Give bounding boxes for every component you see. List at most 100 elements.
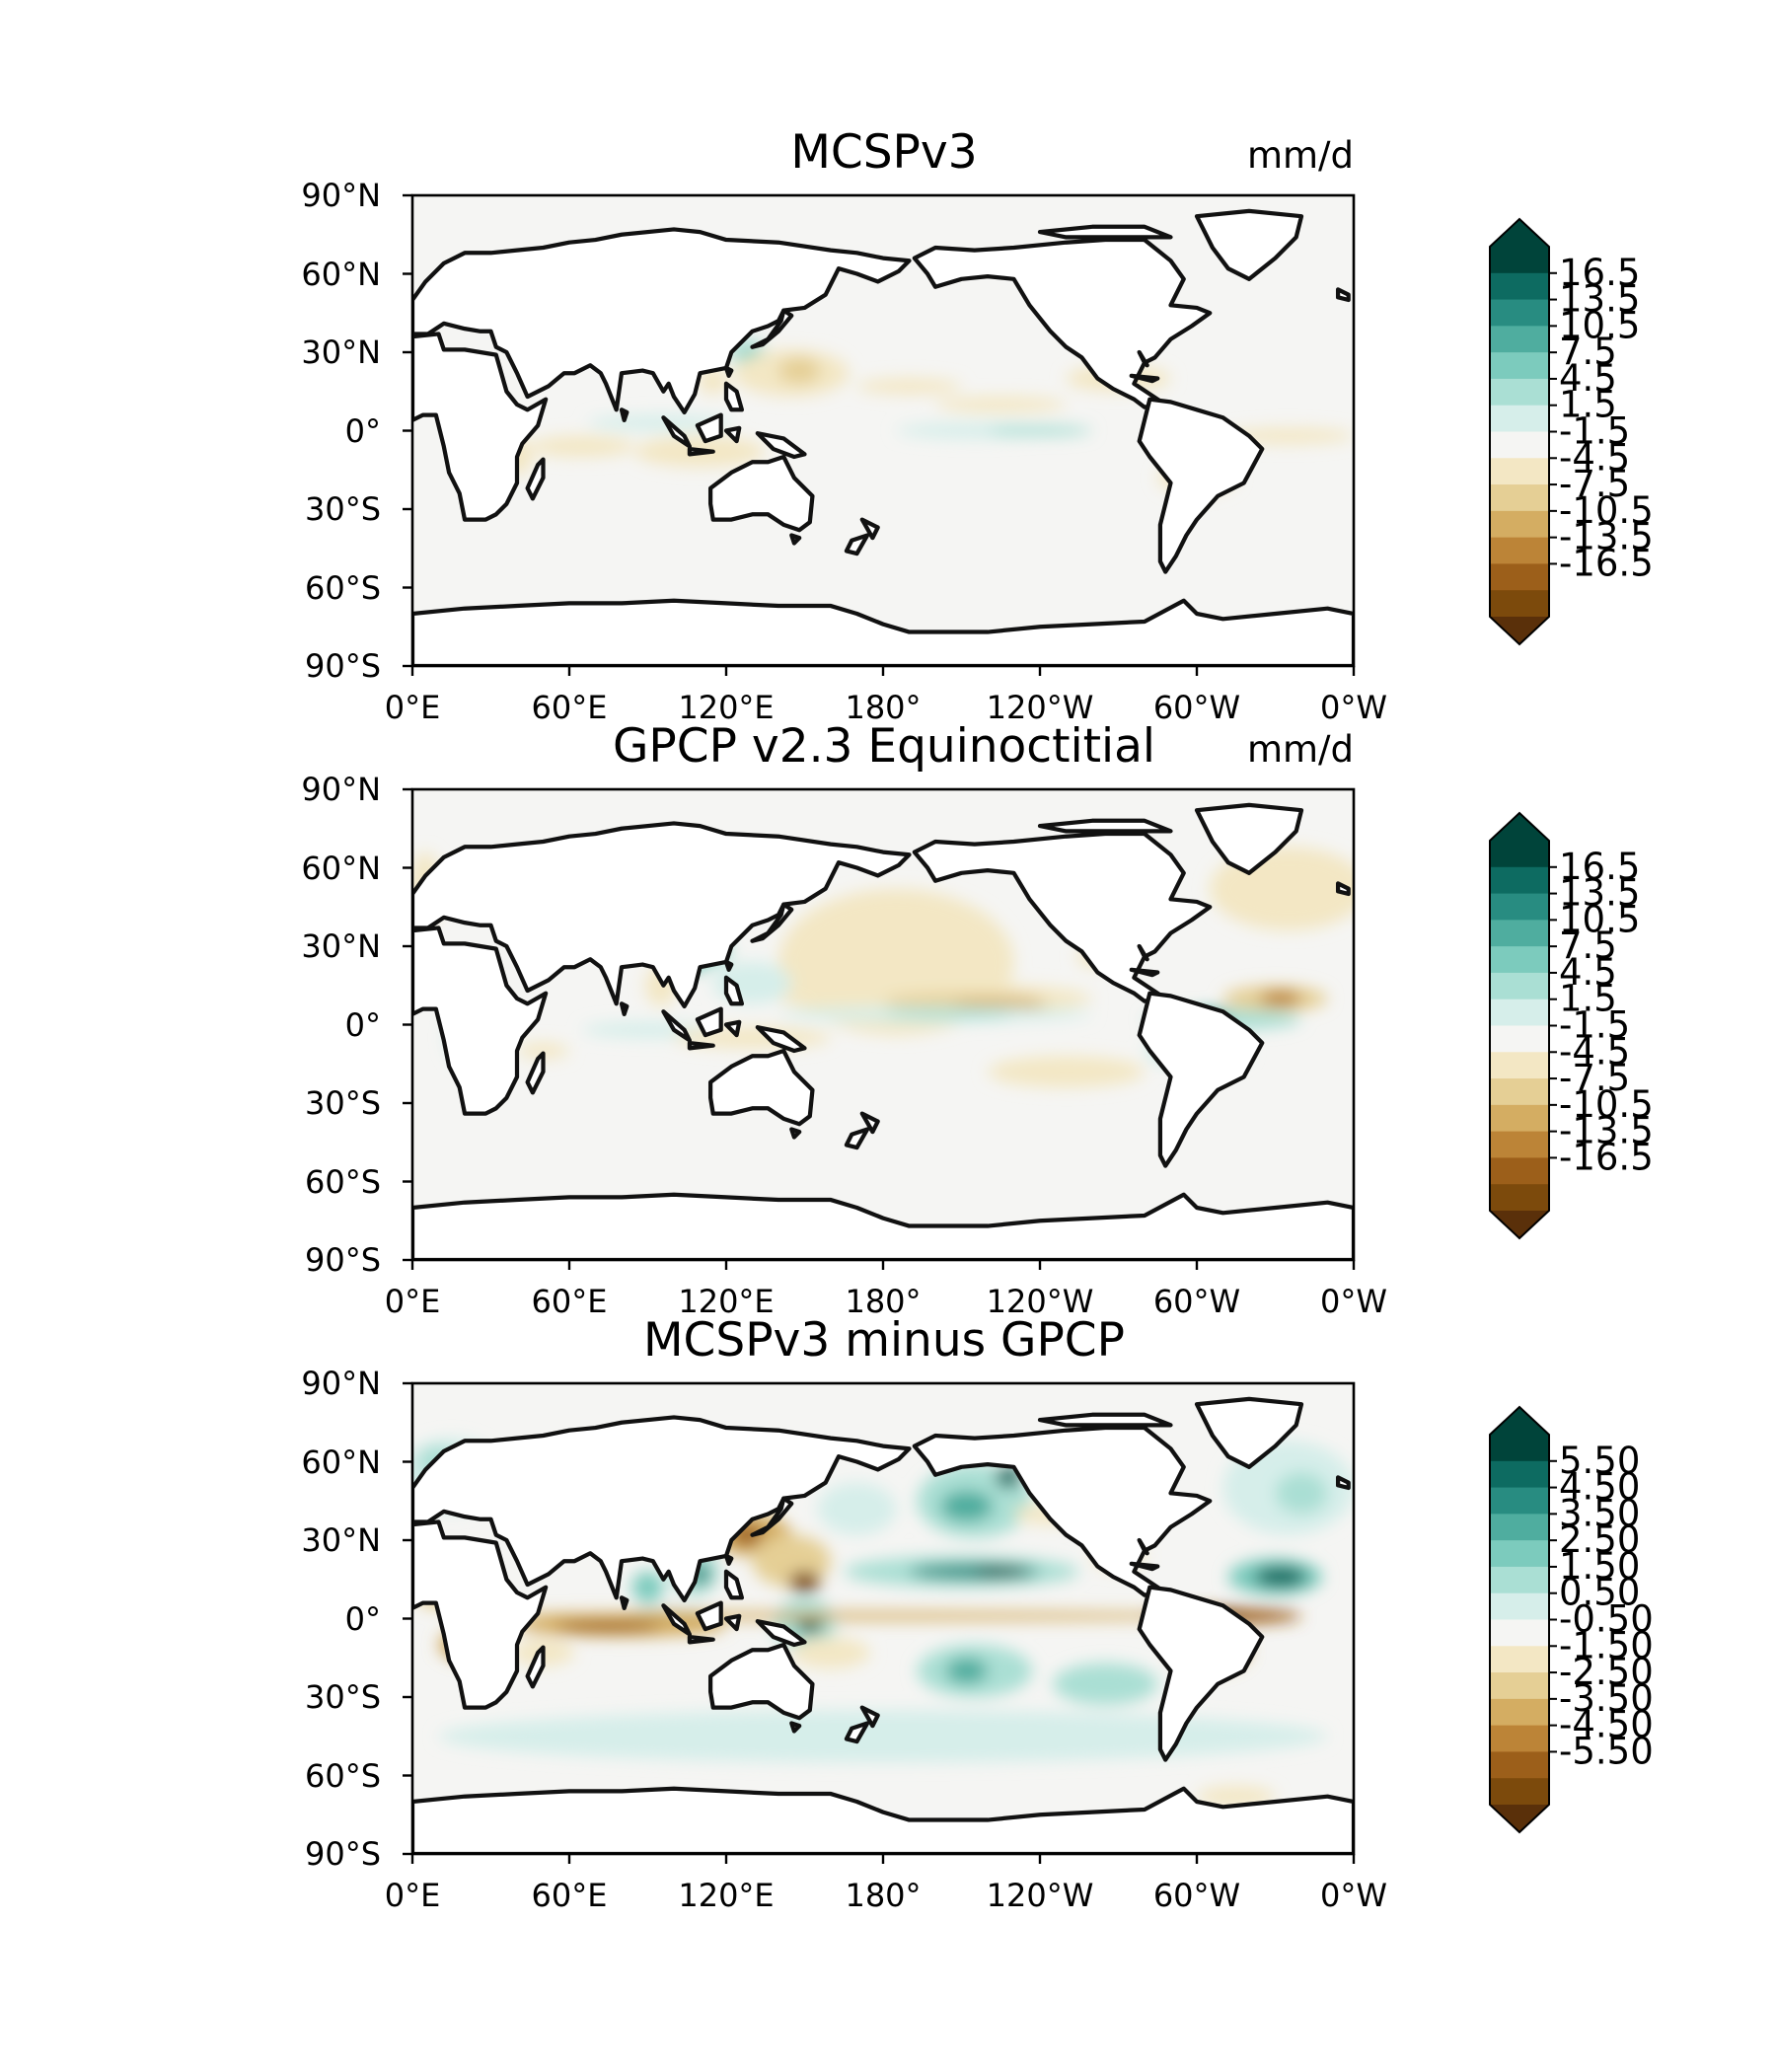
lon-tick-label: 120°E xyxy=(678,689,774,726)
colorbar-outline xyxy=(1489,811,1550,1240)
colorbar-tick-label: -4.50 xyxy=(1559,1704,1654,1746)
colorbar-bin xyxy=(1490,893,1549,921)
lon-tick-label: 120°W xyxy=(987,689,1094,726)
lat-tick-label: 0° xyxy=(345,1006,381,1044)
lat-tick-label: 30°N xyxy=(301,1521,381,1559)
colorbar-bin xyxy=(1490,1460,1549,1489)
colorbar-bin xyxy=(1490,1487,1549,1515)
colorbar-tick-label: -7.5 xyxy=(1559,1057,1630,1099)
colorbar-tick-label: -3.50 xyxy=(1559,1677,1654,1720)
colorbar-bin xyxy=(1490,866,1549,895)
colorbar-bin xyxy=(1490,1078,1549,1106)
lon-tick-label: 60°W xyxy=(1153,689,1240,726)
colorbar-bin xyxy=(1490,1751,1549,1779)
colorbar-tick-label: -13.5 xyxy=(1559,516,1654,558)
colorbar-tick-label: -4.5 xyxy=(1559,1030,1630,1073)
lat-tick-label: 90°S xyxy=(305,647,381,685)
colorbar-bin xyxy=(1490,999,1549,1026)
lat-tick-label: 0° xyxy=(345,1600,381,1638)
lat-axis: 90°N 60°N 30°N 0° 30°S 60°S 90°S xyxy=(301,1365,412,1873)
colorbar-bin xyxy=(1490,590,1549,618)
lat-axis: 90°N 60°N 30°N 0° 30°S 60°S 90°S xyxy=(301,771,412,1279)
colorbar-bin xyxy=(1490,920,1549,947)
colorbar-bin xyxy=(1490,1184,1549,1212)
colorbar-tick-label: -0.50 xyxy=(1559,1598,1654,1641)
colorbar-tick-label: -2.50 xyxy=(1559,1651,1654,1693)
colorbar-tick-label: 10.5 xyxy=(1559,304,1640,346)
colorbar: 16.513.510.57.54.51.5-1.5-4.5-7.5-10.5-1… xyxy=(1489,217,1654,646)
colorbar-bin xyxy=(1490,405,1549,432)
colorbar-bin xyxy=(1490,946,1549,974)
colorbar-tick-label: 3.50 xyxy=(1559,1492,1640,1534)
colorbar-tick-label: 1.5 xyxy=(1559,978,1617,1020)
colorbar-tick-label: 13.5 xyxy=(1559,872,1640,915)
colorbar-tick-label: 5.50 xyxy=(1559,1440,1640,1482)
lat-tick-label: 60°N xyxy=(301,1443,381,1481)
colorbar-extend-bottom xyxy=(1490,1211,1549,1238)
lat-tick-label: 60°S xyxy=(305,569,381,607)
lon-tick-label: 180° xyxy=(845,1877,921,1914)
colorbar-tick-label: -1.5 xyxy=(1559,410,1630,453)
panel-title: MCSPv3 xyxy=(790,125,977,180)
colorbar-bin xyxy=(1490,1646,1549,1673)
lon-tick-label: 120°W xyxy=(987,1877,1094,1914)
lon-tick-label: 120°W xyxy=(987,1283,1094,1320)
lon-tick-label: 0°E xyxy=(385,1283,441,1320)
colorbar-extend-top xyxy=(1490,219,1549,247)
colorbar-tick-label: -16.5 xyxy=(1559,1136,1654,1178)
colorbar-bin xyxy=(1490,1514,1549,1541)
lon-tick-label: 0°W xyxy=(1320,1877,1387,1914)
colorbar-tick-label: 7.5 xyxy=(1559,925,1617,967)
colorbar-tick-label: 16.5 xyxy=(1559,252,1640,294)
colorbar-tick-label: 1.50 xyxy=(1559,1545,1640,1588)
colorbar-tick-label: -13.5 xyxy=(1559,1110,1654,1152)
colorbar-tick-label: -5.50 xyxy=(1559,1730,1654,1772)
colorbar-bin xyxy=(1490,299,1549,327)
lon-tick-label: 60°W xyxy=(1153,1283,1240,1320)
colorbar-tick-label: 4.5 xyxy=(1559,951,1617,994)
colorbar-tick-label: -7.5 xyxy=(1559,463,1630,505)
colorbar-bin xyxy=(1490,326,1549,353)
colorbar-outline xyxy=(1489,1405,1550,1834)
panel-3: MCSPv3 minus GPCP 90°N 60°N 30°N 0° 30°S… xyxy=(301,1313,1653,1914)
colorbar-bin xyxy=(1490,1698,1549,1727)
panel-title: GPCP v2.3 Equinoctitial xyxy=(613,719,1155,774)
colorbar-tick-label: -16.5 xyxy=(1559,542,1654,584)
colorbar-bin xyxy=(1490,431,1549,459)
lat-tick-label: 30°S xyxy=(305,1678,381,1716)
lon-tick-label: 0°E xyxy=(385,1877,441,1914)
colorbar-extend-bottom xyxy=(1490,1805,1549,1832)
colorbar-bin xyxy=(1490,510,1549,539)
lon-tick-label: 60°E xyxy=(532,1877,608,1914)
panel-title: MCSPv3 minus GPCP xyxy=(643,1313,1125,1368)
colorbar-bin xyxy=(1490,972,1549,1000)
colorbar-bin xyxy=(1490,1566,1549,1594)
lat-tick-label: 60°S xyxy=(305,1163,381,1201)
colorbar-tick-label: -1.50 xyxy=(1559,1624,1654,1666)
colorbar-bin xyxy=(1490,352,1549,380)
colorbar-tick-label: 13.5 xyxy=(1559,278,1640,321)
colorbar-bin xyxy=(1490,1672,1549,1700)
units-label: mm/d xyxy=(1247,728,1354,771)
lon-tick-label: 60°W xyxy=(1153,1877,1240,1914)
lat-tick-label: 90°N xyxy=(301,771,381,808)
colorbar-extend-top xyxy=(1490,1407,1549,1435)
panel-2: GPCP v2.3 Equinoctitial mm/d 90°N 60°N 3… xyxy=(301,719,1653,1320)
colorbar-bin xyxy=(1490,1131,1549,1158)
lon-tick-label: 60°E xyxy=(532,1283,608,1320)
units-label: mm/d xyxy=(1247,134,1354,177)
lon-tick-label: 180° xyxy=(845,689,921,726)
panel-1: MCSPv3 mm/d 90°N 60°N 30°N 0° 30°S 60°S … xyxy=(301,125,1653,726)
colorbar-tick-label: 10.5 xyxy=(1559,898,1640,940)
colorbar-bin xyxy=(1490,841,1549,868)
colorbar-bin xyxy=(1490,1778,1549,1806)
colorbar-bin xyxy=(1490,484,1549,512)
lon-axis: 0°E 60°E 120°E 180° 120°W 60°W 0°W xyxy=(385,1854,1387,1914)
colorbar-tick-label: -4.5 xyxy=(1559,436,1630,479)
colorbar-tick-label: 1.5 xyxy=(1559,384,1617,426)
colorbar-extend-top xyxy=(1490,813,1549,841)
lat-tick-label: 30°S xyxy=(305,1084,381,1122)
lat-tick-label: 60°N xyxy=(301,256,381,293)
colorbar-tick-label: -10.5 xyxy=(1559,489,1654,532)
